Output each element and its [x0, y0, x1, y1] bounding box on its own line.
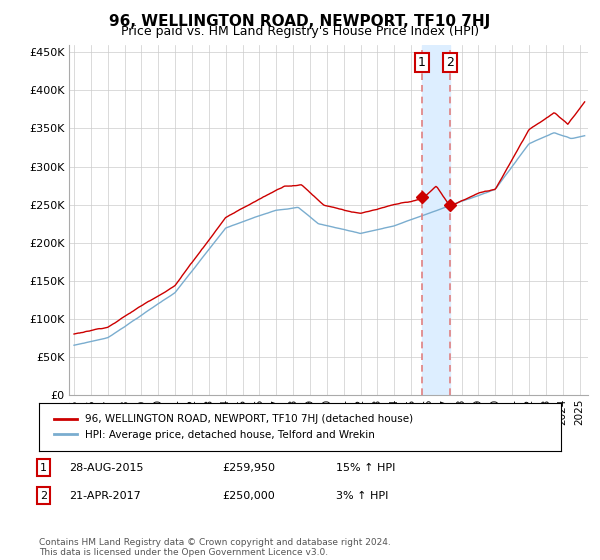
Text: £259,950: £259,950 [222, 463, 275, 473]
Text: Contains HM Land Registry data © Crown copyright and database right 2024.
This d: Contains HM Land Registry data © Crown c… [39, 538, 391, 557]
Legend: 96, WELLINGTON ROAD, NEWPORT, TF10 7HJ (detached house), HPI: Average price, det: 96, WELLINGTON ROAD, NEWPORT, TF10 7HJ (… [49, 410, 417, 444]
Text: 96, WELLINGTON ROAD, NEWPORT, TF10 7HJ: 96, WELLINGTON ROAD, NEWPORT, TF10 7HJ [109, 14, 491, 29]
Text: £250,000: £250,000 [222, 491, 275, 501]
Bar [422, 45, 450, 395]
Text: Price paid vs. HM Land Registry's House Price Index (HPI): Price paid vs. HM Land Registry's House … [121, 25, 479, 38]
Text: 28-AUG-2015: 28-AUG-2015 [69, 463, 143, 473]
Text: 21-APR-2017: 21-APR-2017 [69, 491, 141, 501]
Text: 1: 1 [40, 463, 47, 473]
Text: 2: 2 [446, 56, 454, 69]
Text: 15% ↑ HPI: 15% ↑ HPI [336, 463, 395, 473]
Text: 3% ↑ HPI: 3% ↑ HPI [336, 491, 388, 501]
Text: 2: 2 [40, 491, 47, 501]
Text: 1: 1 [418, 56, 426, 69]
